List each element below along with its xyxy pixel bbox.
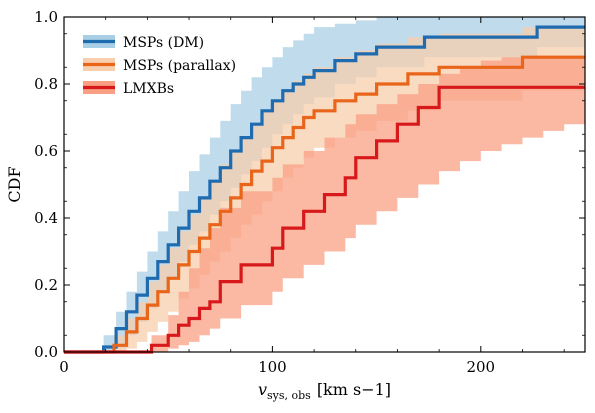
line-series-0 <box>64 25 585 354</box>
legend-label: MSPs (parallax) <box>123 58 236 74</box>
y-tick-label: 0.0 <box>34 343 58 361</box>
y-tick-label: 1.0 <box>34 8 58 26</box>
x-tick-label: 100 <box>258 358 287 376</box>
y-tick-label: 0.4 <box>34 209 58 227</box>
x-tick-label: 0 <box>59 358 69 376</box>
line-series-1 <box>64 55 585 354</box>
y-axis: 0.0 0.2 0.4 0.6 0.8 1.0 <box>34 8 585 361</box>
legend: MSPs (DM) MSPs (parallax) LMXBs <box>83 35 236 97</box>
legend-label: LMXBs <box>123 81 174 97</box>
x-axis-label-units: [km s−1] <box>317 380 391 399</box>
x-tick-label: 200 <box>466 358 495 376</box>
x-axis-label-symbol: v <box>258 380 267 399</box>
x-axis-label: vsys, obs [km s−1] <box>258 380 391 402</box>
line-series-2 <box>64 85 585 354</box>
x-axis: 0 100 200 <box>59 17 565 376</box>
x-axis-label-subscript: sys, obs <box>267 389 311 402</box>
y-tick-label: 0.2 <box>34 276 58 294</box>
legend-label: MSPs (DM) <box>123 35 204 51</box>
cdf-lines <box>64 25 585 354</box>
y-axis-label: CDF <box>5 166 24 202</box>
y-tick-label: 0.6 <box>34 142 58 160</box>
y-tick-label: 0.8 <box>34 75 58 93</box>
plot-frame <box>63 16 586 353</box>
